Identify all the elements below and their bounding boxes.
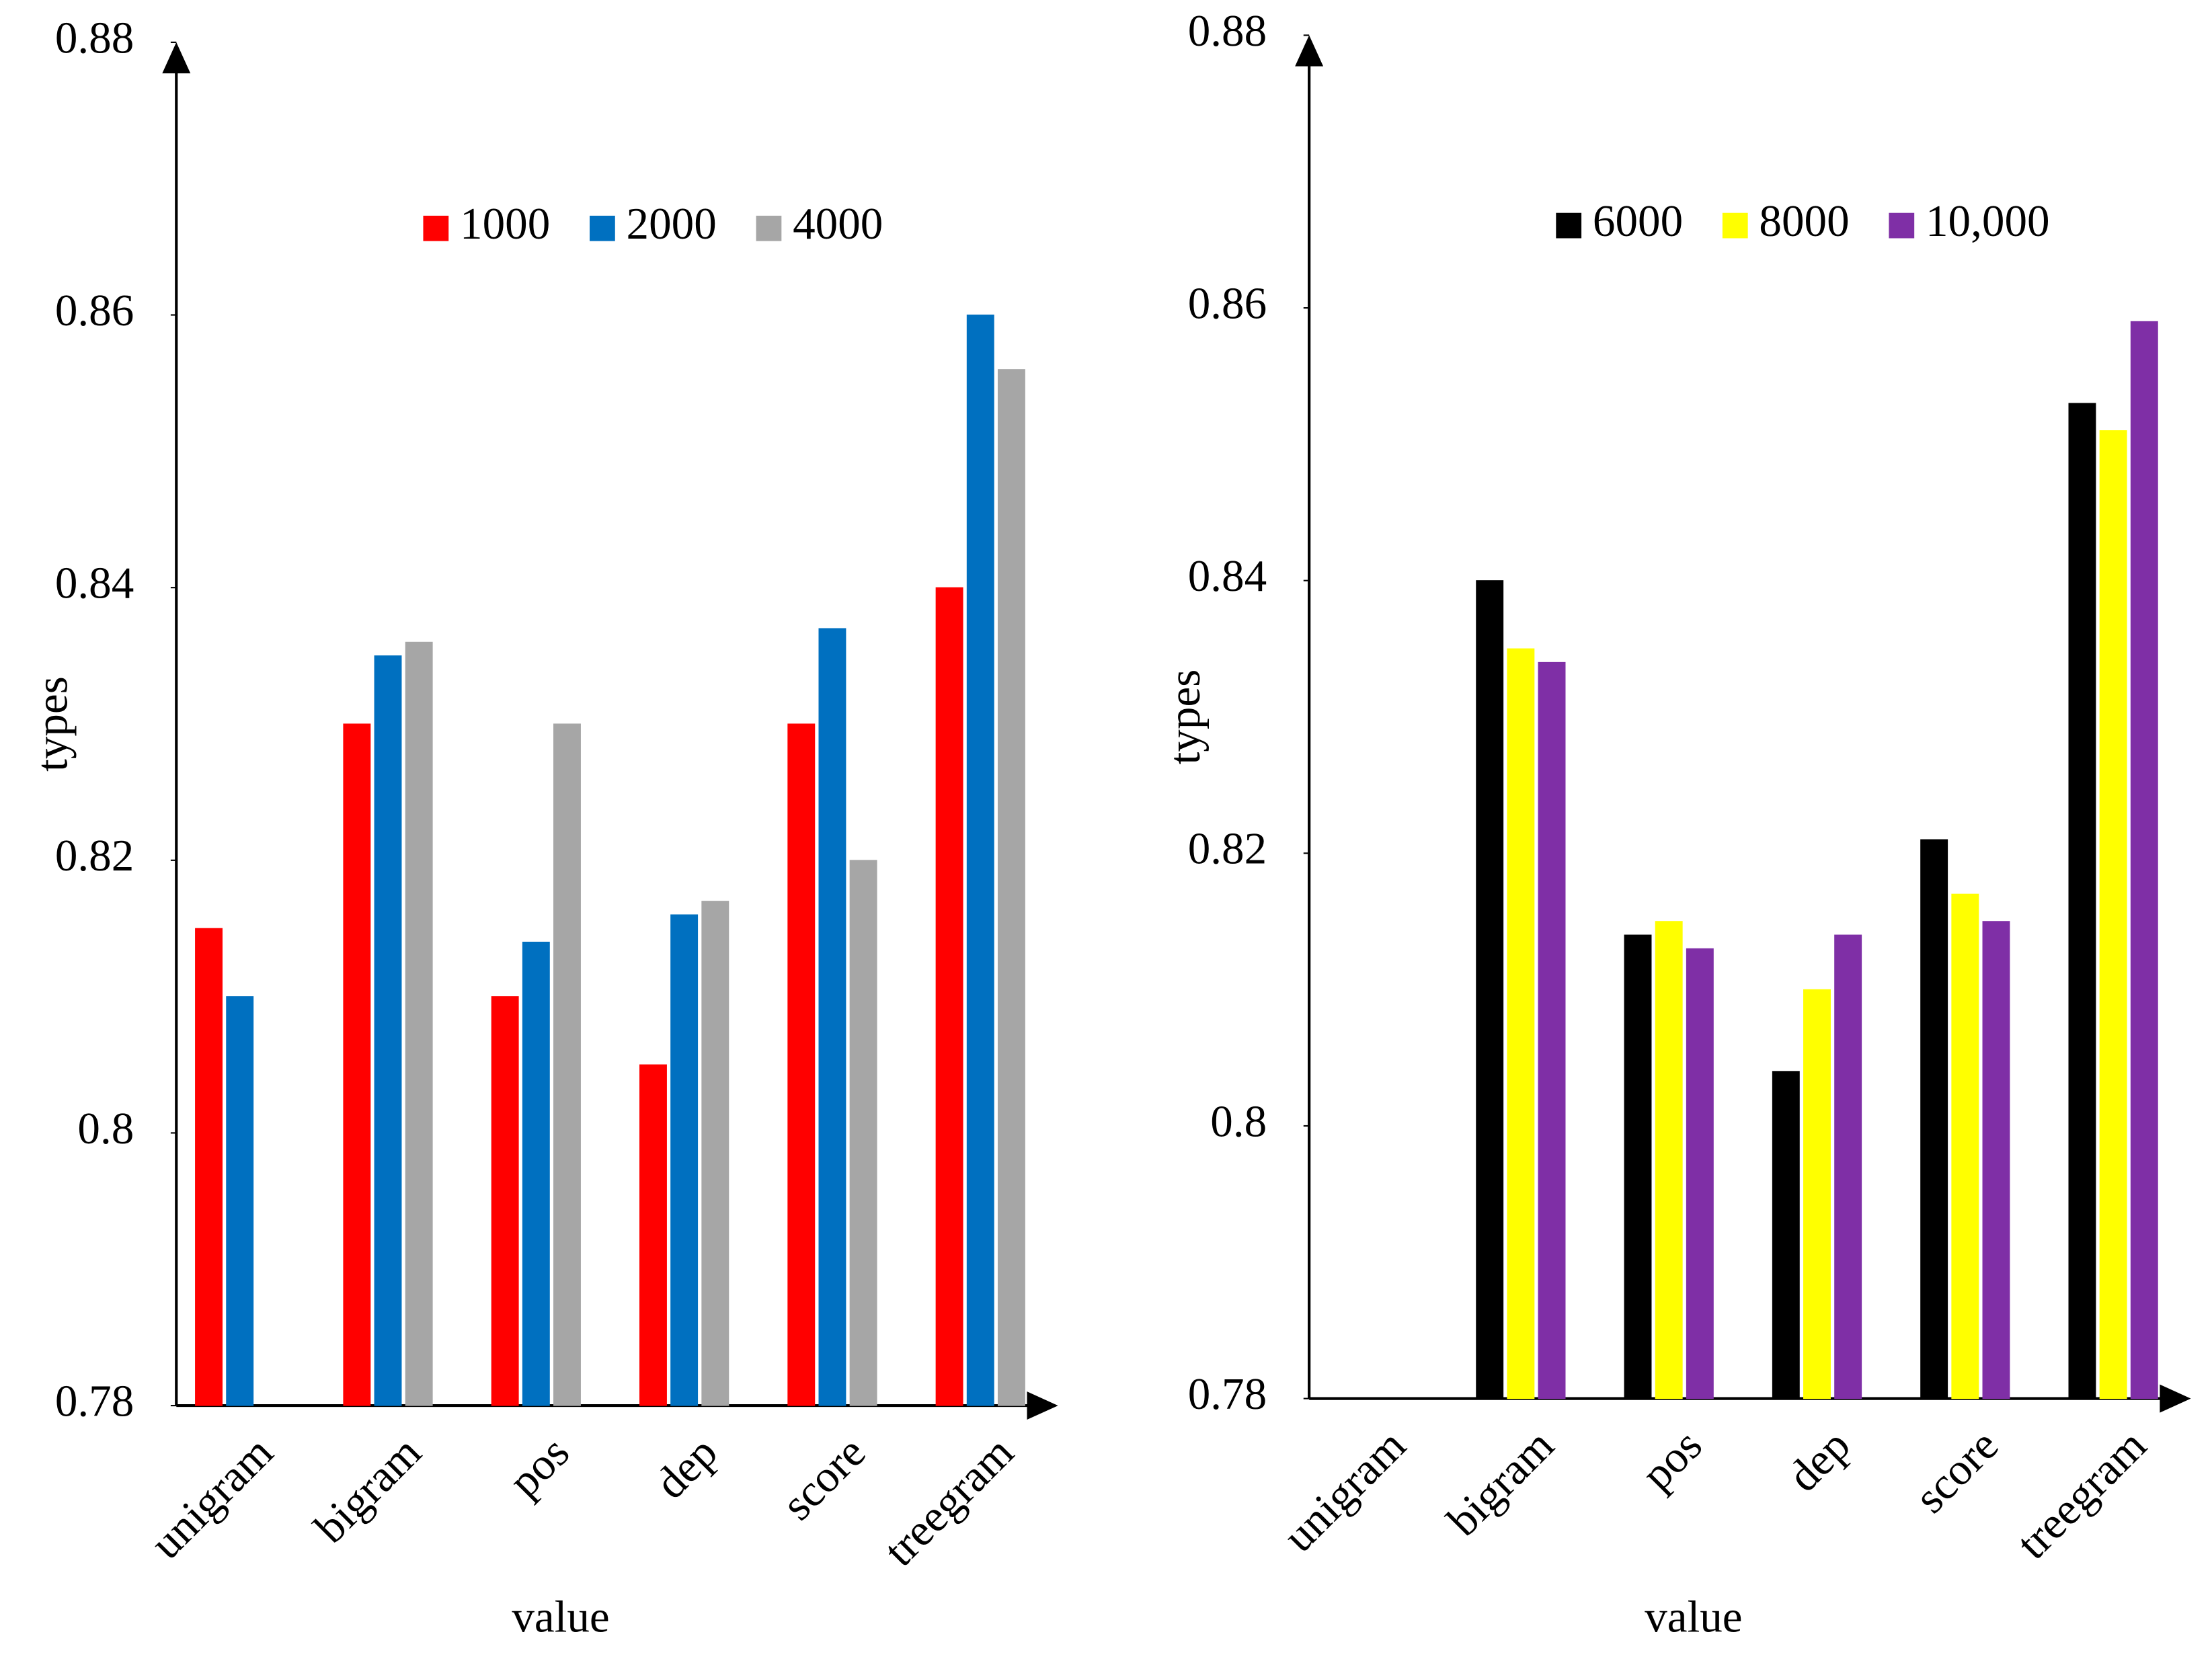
- legend-label: 8000: [1759, 196, 1849, 246]
- x-axis-arrow: [2160, 1384, 2191, 1413]
- y-tick-label: 0.78: [55, 1375, 134, 1426]
- bar: [997, 369, 1025, 1406]
- bar: [701, 901, 729, 1406]
- bar: [374, 655, 402, 1406]
- bar: [1624, 934, 1652, 1399]
- y-tick-label: 0.82: [55, 830, 134, 881]
- bar: [818, 628, 846, 1406]
- y-tick-label: 0.84: [55, 558, 134, 608]
- bar: [1772, 1071, 1800, 1399]
- legend-label: 4000: [793, 198, 883, 249]
- bar: [1476, 580, 1504, 1399]
- y-tick-label: 0.86: [55, 285, 134, 335]
- y-tick-label: 0.82: [1188, 823, 1267, 874]
- y-tick-label: 0.88: [1188, 5, 1267, 56]
- legend-swatch: [423, 215, 449, 241]
- bar: [2130, 321, 2158, 1399]
- legend-label: 6000: [1593, 196, 1683, 246]
- x-tick-label: unigram: [1273, 1420, 1415, 1561]
- legend-label: 1000: [460, 198, 550, 249]
- legend-label: 2000: [627, 198, 717, 249]
- x-axis-label: value: [512, 1591, 609, 1641]
- bar: [522, 941, 550, 1406]
- x-tick-label: score: [1905, 1420, 2008, 1522]
- bar: [935, 587, 963, 1406]
- bar: [2099, 430, 2127, 1399]
- bar: [1538, 661, 1566, 1399]
- bar: [1686, 948, 1714, 1399]
- bar: [670, 914, 699, 1406]
- x-axis-label: value: [1645, 1591, 1742, 1641]
- y-axis-arrow: [162, 42, 191, 74]
- bar: [405, 641, 433, 1406]
- y-tick-label: 0.88: [55, 12, 134, 63]
- bar: [491, 996, 519, 1406]
- y-tick-label: 0.78: [1188, 1369, 1267, 1419]
- x-tick-label: bigram: [305, 1426, 430, 1552]
- x-tick-label: score: [772, 1426, 875, 1529]
- bar: [195, 928, 223, 1406]
- y-tick-label: 0.8: [77, 1103, 134, 1153]
- bar: [2068, 403, 2096, 1399]
- bar: [1834, 934, 1862, 1399]
- bar: [787, 723, 816, 1406]
- bar: [849, 860, 877, 1406]
- y-tick-label: 0.86: [1188, 278, 1267, 328]
- bar: [639, 1064, 667, 1406]
- bar: [966, 315, 994, 1406]
- bar: [1507, 648, 1535, 1399]
- bar: [1803, 989, 1831, 1399]
- x-axis-arrow: [1027, 1391, 1058, 1420]
- bar: [343, 723, 371, 1406]
- x-tick-label: pos: [1632, 1420, 1712, 1500]
- x-tick-label: bigram: [1437, 1420, 1563, 1545]
- bar: [226, 996, 254, 1406]
- x-tick-label: dep: [1778, 1420, 1860, 1502]
- legend-label: 10,000: [1926, 196, 2050, 246]
- y-axis-label: types: [1159, 669, 1210, 765]
- legend-swatch: [590, 215, 615, 241]
- x-tick-label: unigram: [141, 1426, 282, 1568]
- legend-swatch: [1722, 212, 1748, 239]
- bar: [1982, 921, 2010, 1399]
- x-tick-label: treegram: [874, 1426, 1023, 1576]
- bar: [1655, 921, 1683, 1399]
- x-tick-label: pos: [499, 1426, 579, 1506]
- x-tick-label: treegram: [2007, 1420, 2156, 1569]
- bar: [1951, 893, 1979, 1399]
- legend-swatch: [1889, 212, 1915, 239]
- legend-swatch: [1556, 212, 1582, 239]
- y-tick-label: 0.8: [1210, 1096, 1267, 1146]
- x-tick-label: dep: [645, 1426, 727, 1508]
- legend-swatch: [756, 215, 782, 241]
- y-tick-label: 0.84: [1188, 551, 1267, 601]
- y-axis-arrow: [1295, 35, 1324, 67]
- bar: [1920, 839, 1948, 1399]
- y-axis-label: types: [26, 676, 77, 772]
- bar: [553, 723, 581, 1406]
